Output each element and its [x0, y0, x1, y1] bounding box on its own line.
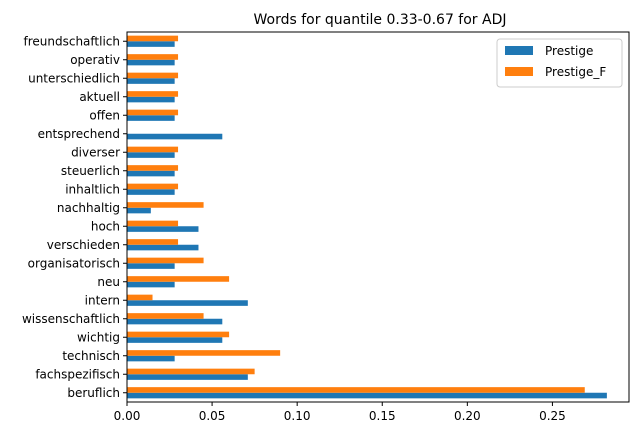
bar-prestige-hoch: [127, 226, 199, 232]
y-tick-label: aktuell: [79, 90, 120, 104]
x-tick-label: 0.15: [369, 409, 396, 423]
x-tick-label: 0.25: [539, 409, 566, 423]
y-tick-label: wissenschaftlich: [22, 312, 120, 326]
x-tick-label: 0.10: [284, 409, 311, 423]
bar-prestige-aktuell: [127, 96, 175, 103]
bar-prestige-verschieden: [127, 244, 199, 251]
bar-prestige-f-inhaltlich: [127, 183, 179, 190]
bar-prestige-wissenschaftlich: [127, 318, 223, 325]
bar-prestige-technisch: [127, 355, 175, 362]
bar-prestige-entsprechend: [127, 133, 223, 140]
legend-swatch-prestige-f: [505, 67, 533, 76]
bar-prestige-f-unterschiedlich: [127, 72, 179, 79]
bar-prestige-unterschiedlich: [127, 78, 175, 84]
bar-prestige-nachhaltig: [127, 207, 151, 214]
bar-prestige-f-steuerlich: [127, 165, 179, 171]
y-tick-label: inhaltlich: [65, 182, 120, 196]
x-tick-label: 0.20: [454, 409, 481, 423]
bar-prestige-f-fachspezifisch: [127, 368, 255, 375]
y-tick-label: diverser: [71, 145, 120, 159]
bar-prestige-f-beruflich: [127, 387, 585, 393]
bar-prestige-inhaltlich: [127, 189, 175, 195]
x-axis: 0.00 0.05 0.10 0.15 0.20 0.25: [114, 402, 566, 423]
y-tick-label: fachspezifisch: [35, 367, 120, 381]
bar-prestige-beruflich: [127, 392, 607, 399]
bar-prestige-f-wichtig: [127, 331, 230, 338]
bar-prestige-offen: [127, 115, 175, 121]
bar-prestige-operativ: [127, 59, 175, 66]
y-tick-label: operativ: [70, 53, 120, 67]
y-tick-label: technisch: [62, 349, 120, 363]
bars-group: [127, 35, 607, 399]
y-tick-label: neu: [97, 275, 120, 289]
bar-prestige-f-diverser: [127, 146, 179, 153]
bar-prestige-f-wissenschaftlich: [127, 313, 204, 319]
legend-swatch-prestige: [505, 46, 533, 55]
y-tick-label: nachhaltig: [57, 201, 120, 215]
bar-prestige-f-aktuell: [127, 91, 179, 97]
bar-prestige-fachspezifisch: [127, 374, 248, 380]
y-tick-label: intern: [85, 293, 120, 307]
y-axis: beruflich fachspezifisch technisch wichtig w…: [22, 34, 127, 400]
y-tick-label: entsprechend: [38, 127, 120, 141]
legend-label-prestige: Prestige: [545, 44, 593, 58]
y-tick-label: beruflich: [67, 386, 120, 400]
bar-prestige-f-neu: [127, 276, 230, 282]
y-tick-label: offen: [89, 108, 120, 122]
bar-prestige-f-intern: [127, 294, 153, 301]
legend: Prestige Prestige_F: [496, 38, 623, 88]
bar-prestige-wichtig: [127, 337, 223, 343]
bar-prestige-intern: [127, 300, 248, 306]
y-tick-label: unterschiedlich: [28, 71, 120, 85]
bar-prestige-f-nachhaltig: [127, 202, 204, 208]
chart-title: Words for quantile 0.33-0.67 for ADJ: [253, 12, 506, 28]
x-tick-label: 0.00: [114, 409, 141, 423]
bar-prestige-f-verschieden: [127, 239, 179, 245]
plot-frame: [126, 31, 630, 403]
bar-prestige-f-offen: [127, 109, 179, 116]
bar-prestige-f-technisch: [127, 350, 281, 356]
bar-prestige-f-freundschaftlich: [127, 35, 179, 42]
bar-prestige-f-hoch: [127, 220, 179, 227]
y-tick-label: hoch: [91, 219, 120, 233]
legend-label-prestige-f: Prestige_F: [545, 65, 606, 79]
bar-prestige-diverser: [127, 152, 175, 158]
y-tick-label: steuerlich: [61, 164, 120, 178]
y-tick-label: wichtig: [77, 330, 120, 344]
bar-prestige-organisatorisch: [127, 263, 175, 269]
bar-prestige-freundschaftlich: [127, 41, 175, 47]
bar-prestige-f-operativ: [127, 54, 179, 60]
y-tick-label: freundschaftlich: [23, 34, 120, 48]
bar-prestige-f-organisatorisch: [127, 257, 204, 264]
y-tick-label: organisatorisch: [28, 256, 120, 270]
bar-prestige-neu: [127, 281, 175, 288]
y-tick-label: verschieden: [47, 238, 120, 252]
bar-prestige-steuerlich: [127, 170, 175, 177]
x-tick-label: 0.05: [199, 409, 226, 423]
